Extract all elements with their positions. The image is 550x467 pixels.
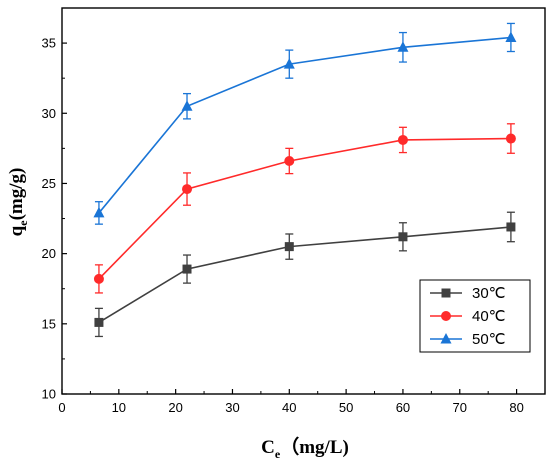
y-axis-title-rest: (mg/g)	[6, 168, 27, 221]
data-point	[182, 184, 193, 195]
y-tick-label: 15	[42, 316, 56, 331]
x-axis-title: Ce（mg/L)	[261, 435, 349, 461]
y-axis-title: qe(mg/g)	[6, 168, 30, 237]
series-line	[98, 137, 511, 280]
x-tick-label: 70	[453, 400, 467, 415]
data-point	[505, 31, 517, 42]
y-tick-label: 10	[42, 387, 56, 402]
data-point	[506, 222, 516, 232]
data-point	[283, 58, 295, 69]
data-point	[397, 134, 408, 145]
x-tick-label: 0	[58, 400, 65, 415]
data-point	[181, 100, 193, 111]
y-tick-label: 30	[42, 106, 56, 121]
data-point	[93, 206, 105, 218]
y-tick-label: 35	[42, 36, 56, 51]
legend-marker	[440, 333, 452, 344]
data-point	[284, 242, 294, 252]
legend: 30℃ 40℃ 50℃	[419, 279, 531, 353]
legend-label: 30℃	[472, 285, 506, 302]
y-tick-label: 25	[42, 176, 56, 191]
x-tick-label: 20	[168, 400, 182, 415]
data-point	[94, 317, 104, 327]
data-point	[397, 41, 409, 52]
series-30℃	[94, 211, 516, 338]
y-axis-title-sub: e	[16, 220, 30, 226]
series-40℃	[93, 123, 516, 294]
series-50℃	[93, 22, 517, 225]
legend-marker	[441, 311, 451, 321]
y-axis-title-main: q	[6, 225, 27, 236]
y-tick-label: 20	[42, 246, 56, 261]
data-point	[182, 264, 192, 274]
data-point	[398, 232, 408, 242]
data-point	[284, 155, 295, 166]
x-tick-label: 40	[282, 400, 296, 415]
series-layer	[93, 22, 517, 338]
data-point	[505, 133, 516, 144]
x-axis-title-main: C	[261, 437, 275, 458]
legend-label: 40℃	[472, 308, 506, 325]
legend-item: 50℃	[430, 331, 506, 348]
series-line	[98, 36, 511, 214]
x-axis-title-sub: e	[275, 447, 281, 461]
x-tick-label: 60	[396, 400, 410, 415]
x-tick-label: 80	[509, 400, 523, 415]
legend-item: 40℃	[430, 308, 506, 325]
data-point	[93, 273, 104, 284]
legend-marker	[441, 288, 451, 298]
legend-label: 50℃	[472, 331, 506, 348]
plot-area	[61, 7, 546, 395]
x-tick-label: 10	[112, 400, 126, 415]
x-tick-label: 50	[339, 400, 353, 415]
plot-frame	[61, 7, 546, 395]
x-axis-title-rest: （mg/L)	[280, 435, 349, 458]
legend-item: 30℃	[430, 285, 506, 302]
x-tick-label: 30	[225, 400, 239, 415]
